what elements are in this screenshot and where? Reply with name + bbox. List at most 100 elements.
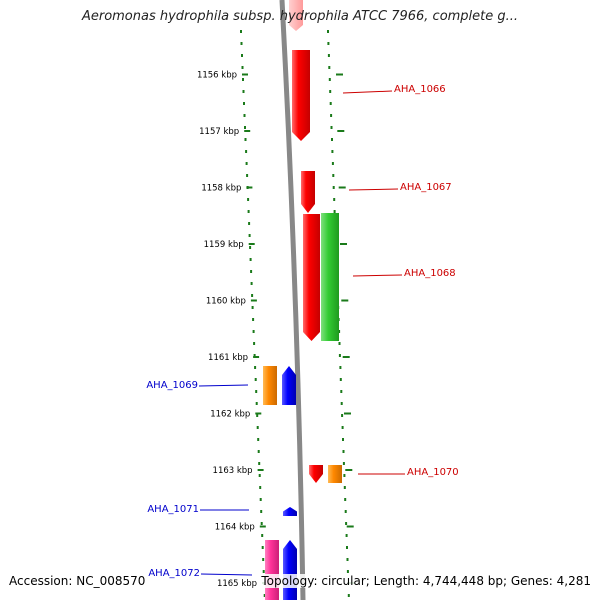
guide-dot <box>242 90 245 93</box>
feature-gene-reverse[interactable] <box>263 366 277 405</box>
guide-dot <box>261 534 264 537</box>
guide-dot <box>244 138 247 141</box>
guide-dot <box>258 462 261 465</box>
ruler-tick-mark-right <box>346 525 354 528</box>
ruler-tick-mark-right <box>342 356 350 358</box>
ruler-tick-mark <box>248 243 255 245</box>
guide-dot <box>240 30 242 33</box>
guide-dot <box>331 150 334 153</box>
guide-dot <box>343 474 346 477</box>
guide-dot <box>242 78 244 81</box>
ruler-tick-mark <box>253 356 260 358</box>
gene-label-aha-1072[interactable]: AHA_1072 <box>148 568 200 579</box>
feature-cds-forward[interactable] <box>289 0 303 31</box>
gene-label-aha-1070[interactable]: AHA_1070 <box>407 467 459 478</box>
ruler-tick-label: 1156 kbp <box>197 71 237 81</box>
guide-dot <box>341 414 344 417</box>
topology-summary: Topology: circular; Length: 4,744,448 bp… <box>261 574 591 588</box>
guide-dot <box>327 30 329 33</box>
feature-cds-forward[interactable] <box>301 171 315 213</box>
guide-dot <box>251 294 254 297</box>
guide-dot <box>338 354 341 357</box>
ruler-tick-label: 1162 kbp <box>210 410 250 420</box>
guide-dot <box>342 438 344 441</box>
gene-labels: AHA_1066 AHA_1067 AHA_1068 AHA_1069 AHA_1070… <box>146 84 458 579</box>
ruler-tick-mark <box>246 186 253 189</box>
ruler-tick-label: 1160 kbp <box>206 297 246 307</box>
guide-dot <box>243 114 246 117</box>
feature-gene-forward[interactable] <box>321 213 339 341</box>
guide-dot <box>255 402 258 405</box>
feature-cds-reverse[interactable] <box>282 366 296 405</box>
ruler-tick-mark-right <box>344 412 351 415</box>
feature-cds-forward[interactable] <box>292 50 310 141</box>
guide-dot <box>240 42 243 45</box>
gene-label-aha-1071[interactable]: AHA_1071 <box>147 504 199 515</box>
guide-dot <box>331 162 334 165</box>
ruler-tick-mark <box>259 525 266 528</box>
guide-dot <box>259 486 262 489</box>
guide-dot <box>332 174 335 177</box>
ruler-tick-mark <box>242 73 248 76</box>
guide-dot <box>346 570 349 573</box>
guide-dot <box>341 426 344 429</box>
gene-label-leader <box>200 573 253 576</box>
guide-dot <box>333 198 336 201</box>
guide-dot <box>250 282 253 285</box>
accession-text: Accession: NC_008570 <box>9 574 146 588</box>
gene-label-aha-1067[interactable]: AHA_1067 <box>400 182 452 193</box>
guide-dot <box>253 342 256 345</box>
ruler-tick-label: 1164 kbp <box>215 523 255 533</box>
gene-label-aha-1069[interactable]: AHA_1069 <box>146 380 198 391</box>
ruler-tick-label: 1165 kbp <box>217 579 257 589</box>
guide-dot <box>332 186 335 189</box>
ruler-tick-mark-right <box>338 186 346 189</box>
ruler-tick-mark-right <box>341 299 349 302</box>
guide-dot <box>248 222 251 225</box>
feature-cds-reverse[interactable] <box>283 507 297 516</box>
ruler-tick-label: 1161 kbp <box>208 353 248 363</box>
ruler-tick-mark-right <box>340 243 347 245</box>
guide-dot <box>345 522 348 525</box>
guide-dot <box>347 594 350 597</box>
guide-dot <box>254 378 257 381</box>
guide-dot <box>342 450 345 453</box>
guide-dot <box>244 126 246 129</box>
gene-label-leader <box>198 384 249 387</box>
guide-dot <box>245 162 248 165</box>
gene-label-leader <box>342 90 393 94</box>
ruler-tick-label: 1159 kbp <box>204 240 244 250</box>
guide-dot <box>260 510 263 513</box>
guide-dot <box>241 54 243 57</box>
guide-dot <box>345 534 348 537</box>
guide-dot <box>256 426 259 429</box>
gene-label-aha-1066[interactable]: AHA_1066 <box>394 84 446 95</box>
guide-dot <box>257 438 260 441</box>
guide-dot <box>256 414 259 417</box>
guide-dot <box>243 102 245 105</box>
ruler-tick-label: 1158 kbp <box>201 184 241 194</box>
guide-dot <box>263 594 266 597</box>
guide-dot <box>261 546 264 549</box>
guide-dot <box>327 42 330 45</box>
guide-dot <box>262 558 265 561</box>
guide-dot <box>339 378 342 381</box>
gene-label-leader <box>352 274 403 277</box>
guide-dot <box>257 450 260 453</box>
guide-dot <box>262 570 265 573</box>
guide-dot <box>258 474 261 477</box>
gene-label-aha-1068[interactable]: AHA_1068 <box>404 268 456 279</box>
guide-dot <box>338 330 341 333</box>
guide-dot <box>241 66 244 69</box>
guide-dot <box>253 354 256 357</box>
guide-dot <box>246 174 249 177</box>
guide-dot <box>328 78 331 81</box>
feature-cds-forward[interactable] <box>303 214 320 341</box>
guide-dot <box>252 318 255 321</box>
genome-backbone-arc <box>279 0 306 600</box>
feature-cds-forward[interactable] <box>309 465 323 483</box>
guide-dot <box>342 462 345 465</box>
feature-gene-forward[interactable] <box>328 465 342 483</box>
guide-dot <box>340 402 343 405</box>
